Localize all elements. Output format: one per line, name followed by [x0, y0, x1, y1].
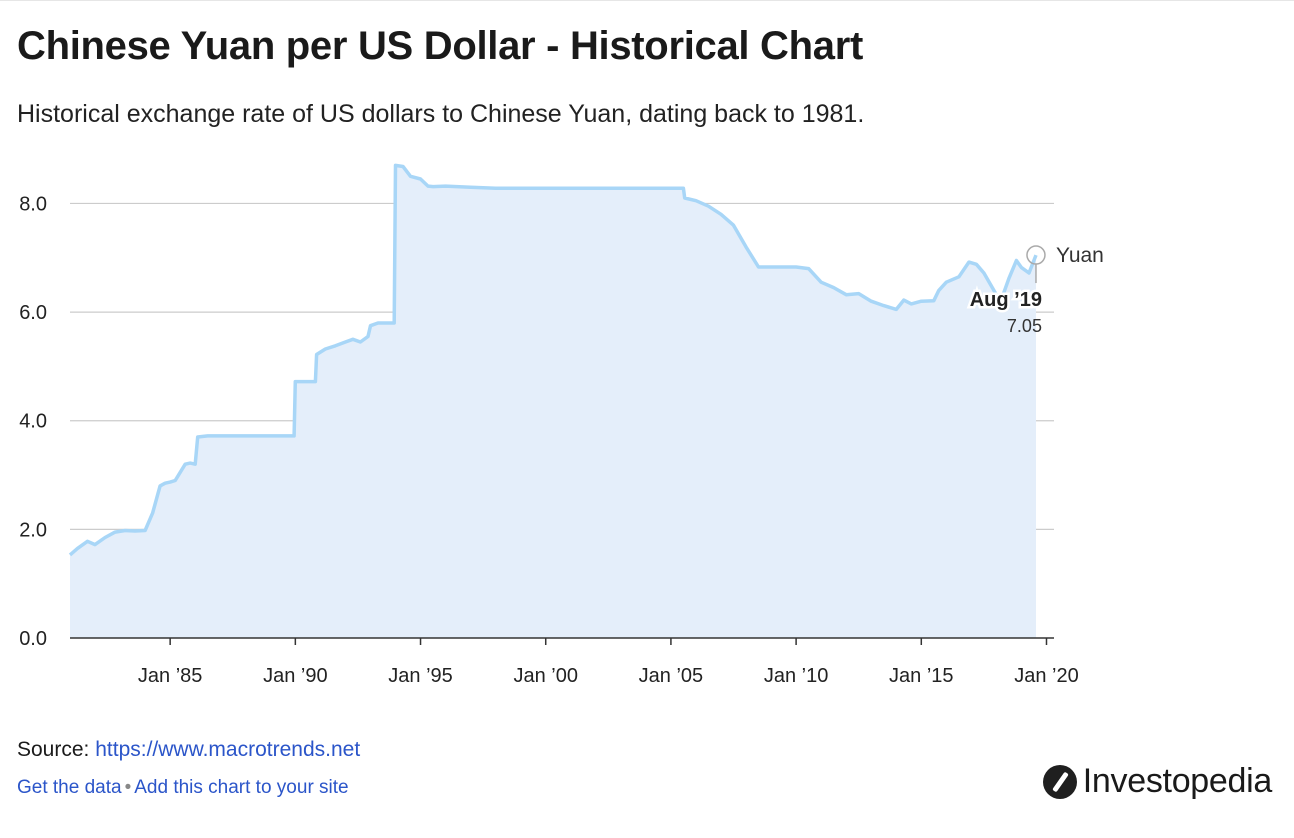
- chart-title: Chinese Yuan per US Dollar - Historical …: [17, 24, 863, 68]
- x-tick-label: Jan ’00: [513, 665, 578, 687]
- source-link[interactable]: https://www.macrotrends.net: [95, 738, 361, 761]
- series-label-yuan: Yuan: [1056, 244, 1104, 267]
- brand-logo[interactable]: Investopedia: [1042, 762, 1273, 801]
- y-tick-label: 6.0: [19, 302, 47, 324]
- source-line: Source: https://www.macrotrends.net: [17, 738, 360, 762]
- x-axis-ticks: [169, 638, 1048, 645]
- footer-links: Get the data • Add this chart to your site: [17, 777, 349, 799]
- x-tick-label: Jan ’05: [639, 665, 704, 687]
- x-tick-label: Jan ’90: [263, 665, 328, 687]
- y-tick-label: 2.0: [19, 519, 47, 541]
- y-tick-label: 4.0: [19, 411, 47, 433]
- x-tick-label: Jan ’20: [1014, 665, 1079, 687]
- top-divider: [0, 0, 1294, 1]
- add-chart-link[interactable]: Add this chart to your site: [134, 777, 349, 798]
- x-axis-tick-labels: Jan ’85 Jan ’90 Jan ’95 Jan ’00 Jan ’05 Jan ’…: [138, 665, 1079, 687]
- x-tick-label: Jan ’85: [138, 665, 203, 687]
- callout-date-label: Aug ’19: [970, 289, 1042, 311]
- chart-subtitle: Historical exchange rate of US dollars t…: [17, 100, 865, 128]
- brand-name: Investopedia: [1082, 762, 1273, 800]
- source-label: Source:: [17, 738, 90, 761]
- x-tick-label: Jan ’15: [889, 665, 954, 687]
- x-tick-label: Jan ’95: [388, 665, 453, 687]
- callout-marker[interactable]: [1026, 245, 1046, 265]
- investopedia-logo-icon: [1042, 764, 1077, 799]
- y-axis-tick-labels: 0.0 2.0 4.0 6.0 8.0: [19, 193, 47, 650]
- series-area-yuan: [70, 165, 1036, 638]
- footer-separator: •: [124, 777, 132, 798]
- chart: 0.02.04.06.08.0 Jan ’85 Jan ’90 Jan ’95 Jan…: [19, 163, 1104, 687]
- y-tick-label: 0.0: [19, 628, 47, 650]
- get-data-link[interactable]: Get the data: [17, 777, 122, 798]
- x-tick-label: Jan ’10: [764, 665, 829, 687]
- series-line-yuan: [68, 163, 1038, 557]
- y-tick-label: 8.0: [19, 193, 47, 215]
- callout-value-label: 7.05: [1007, 316, 1042, 336]
